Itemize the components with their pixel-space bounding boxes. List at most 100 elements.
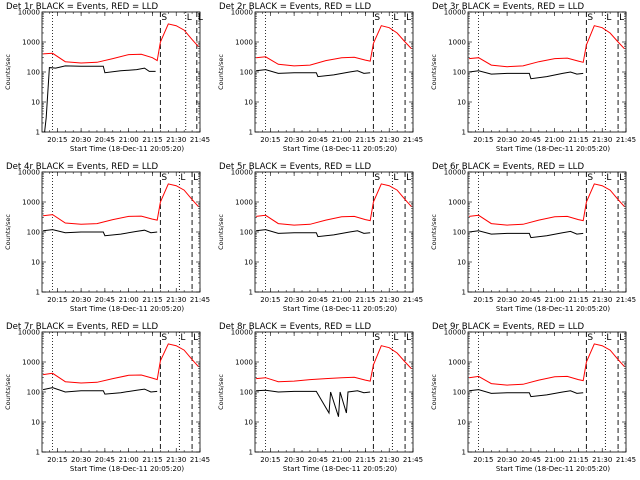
x-tick-label: 21:15: [355, 456, 375, 464]
marker-label: L: [193, 333, 198, 343]
detector-panel-8: Det 8r BLACK = Events, RED = LLD Counts/s…: [213, 320, 426, 480]
y-tick-label: 10000: [18, 9, 40, 17]
marker-label: S: [374, 333, 380, 343]
x-tick-label: 20:45: [95, 296, 115, 304]
y-tick-label: 100: [27, 389, 40, 397]
detector-panel-6: Det 6r BLACK = Events, RED = LLD Counts/s…: [426, 160, 639, 320]
series-line-events: [469, 389, 584, 398]
y-tick-label: 1: [36, 289, 40, 297]
marker-label: S: [587, 13, 593, 23]
x-tick-label: 21:00: [545, 456, 565, 464]
chart-title: Det 6r BLACK = Events, RED = LLD: [432, 162, 584, 172]
x-tick-label: 20:30: [497, 296, 517, 304]
marker-label: L: [198, 13, 203, 23]
y-tick-label: 10000: [231, 329, 253, 337]
x-tick-label: 21:00: [119, 136, 139, 144]
x-tick-label: 21:45: [403, 296, 423, 304]
y-axis-label: Counts/sec: [4, 54, 12, 90]
x-tick-label: 21:00: [119, 296, 139, 304]
y-axis-label: Counts/sec: [217, 374, 225, 410]
chart-svg: Det 6r BLACK = Events, RED = LLD Counts/s…: [430, 162, 636, 313]
x-tick-label: 21:30: [592, 456, 612, 464]
x-axis-label: Start Time (18-Dec-11 20:05:20): [283, 305, 397, 313]
x-tick-label: 21:00: [545, 296, 565, 304]
y-tick-label: 100: [240, 69, 253, 77]
series-line-events: [43, 229, 158, 237]
chart-svg: Det 7r BLACK = Events, RED = LLD Counts/s…: [4, 322, 210, 473]
chart-title: Det 5r BLACK = Events, RED = LLD: [219, 162, 371, 172]
marker-label: L: [393, 333, 398, 343]
series-line-events: [44, 65, 156, 133]
x-tick-label: 20:45: [521, 296, 541, 304]
x-axis-label: Start Time (18-Dec-11 20:05:20): [496, 465, 610, 473]
y-tick-label: 10: [31, 419, 40, 427]
detector-panel-5: Det 5r BLACK = Events, RED = LLD Counts/s…: [213, 160, 426, 320]
y-tick-label: 10000: [231, 169, 253, 177]
chart-title: Det 1r BLACK = Events, RED = LLD: [6, 2, 158, 12]
y-tick-label: 1000: [22, 359, 40, 367]
y-tick-label: 1: [36, 129, 40, 137]
chart-svg: Det 4r BLACK = Events, RED = LLD Counts/s…: [4, 162, 210, 313]
series-line-lld: [43, 343, 199, 384]
series-line-lld: [469, 343, 625, 386]
y-tick-label: 100: [453, 229, 466, 237]
marker-label: L: [406, 173, 411, 183]
chart-title: Det 2r BLACK = Events, RED = LLD: [219, 2, 371, 12]
marker-label: L: [193, 173, 198, 183]
plot-frame: [41, 11, 201, 133]
marker-label: L: [180, 333, 185, 343]
chart-title: Det 4r BLACK = Events, RED = LLD: [6, 162, 158, 172]
x-tick-label: 20:45: [95, 456, 115, 464]
chart-svg: Det 3r BLACK = Events, RED = LLD Counts/s…: [430, 2, 636, 153]
plot-frame: [467, 331, 627, 453]
x-tick-label: 20:15: [260, 296, 280, 304]
x-tick-label: 21:45: [616, 136, 636, 144]
y-tick-label: 1: [462, 289, 466, 297]
x-tick-label: 21:15: [142, 136, 162, 144]
series-line-events: [469, 70, 584, 80]
x-tick-label: 20:30: [284, 136, 304, 144]
x-tick-label: 21:00: [545, 136, 565, 144]
plot-frame: [254, 11, 414, 133]
detector-panel-4: Det 4r BLACK = Events, RED = LLD Counts/s…: [0, 160, 213, 320]
y-tick-label: 1000: [235, 39, 253, 47]
marker-label: L: [619, 173, 624, 183]
detector-panel-7: Det 7r BLACK = Events, RED = LLD Counts/s…: [0, 320, 213, 480]
marker-label: L: [606, 333, 611, 343]
x-tick-label: 20:15: [473, 136, 493, 144]
marker-label: L: [619, 13, 624, 23]
marker-label: S: [374, 173, 380, 183]
y-tick-label: 10000: [231, 9, 253, 17]
marker-label: L: [406, 333, 411, 343]
chart-svg: Det 1r BLACK = Events, RED = LLD Counts/s…: [4, 2, 210, 153]
x-tick-label: 20:45: [308, 296, 328, 304]
x-tick-label: 21:30: [592, 136, 612, 144]
series-line-lld: [256, 183, 412, 226]
y-tick-label: 1: [249, 449, 253, 457]
plot-frame: [467, 11, 627, 133]
x-tick-label: 21:30: [166, 456, 186, 464]
x-tick-label: 20:15: [47, 296, 67, 304]
y-tick-label: 1: [462, 449, 466, 457]
series-line-events: [469, 230, 584, 239]
x-tick-label: 20:30: [497, 136, 517, 144]
plot-frame: [254, 171, 414, 293]
chart-title: Det 8r BLACK = Events, RED = LLD: [219, 322, 371, 332]
series-line-lld: [43, 23, 199, 64]
y-axis-label: Counts/sec: [430, 214, 438, 250]
y-tick-label: 100: [453, 69, 466, 77]
y-axis-label: Counts/sec: [217, 214, 225, 250]
y-axis-label: Counts/sec: [430, 374, 438, 410]
x-tick-label: 20:30: [284, 296, 304, 304]
x-axis-label: Start Time (18-Dec-11 20:05:20): [70, 305, 184, 313]
x-axis-label: Start Time (18-Dec-11 20:05:20): [496, 145, 610, 153]
x-tick-label: 21:30: [379, 456, 399, 464]
y-tick-label: 1: [36, 449, 40, 457]
marker-label: S: [161, 333, 167, 343]
x-tick-label: 21:00: [119, 456, 139, 464]
y-tick-label: 10000: [18, 329, 40, 337]
series-line-events: [42, 387, 158, 395]
y-axis-label: Counts/sec: [217, 54, 225, 90]
x-tick-label: 21:30: [166, 136, 186, 144]
